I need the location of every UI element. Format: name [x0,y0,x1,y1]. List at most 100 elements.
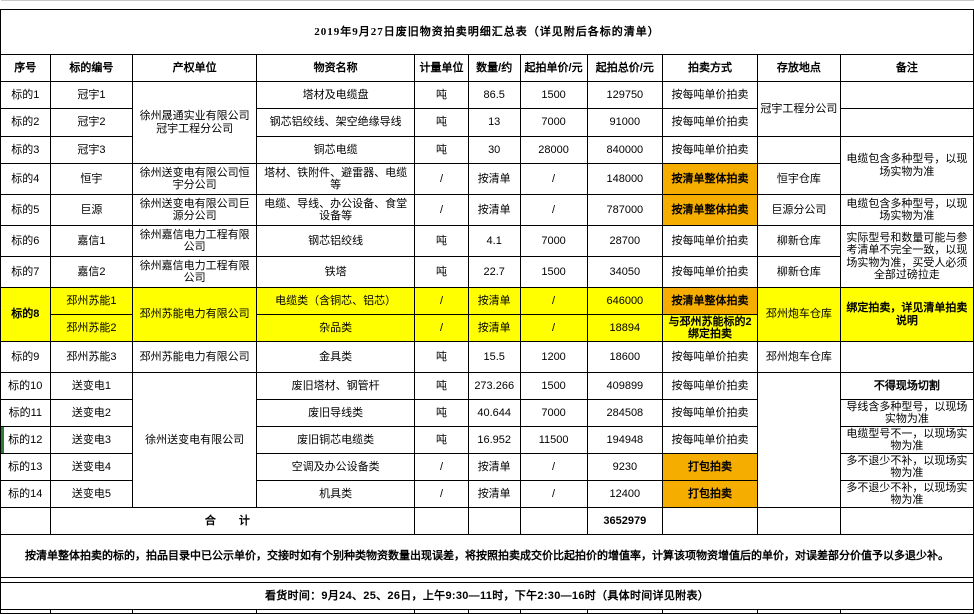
cell-unit-price[interactable]: / [519,194,588,226]
cell-unit-price[interactable]: / [519,287,588,315]
cell-total-price[interactable]: 194948 [586,426,664,454]
cell-unit-price[interactable]: / [519,163,588,195]
cell-unit-price[interactable]: 1500 [519,81,588,109]
table-row[interactable]: 标的9 邳州苏能3 邳州苏能电力有限公司 金具类 吨 15.5 1200 186… [0,341,974,373]
cell-code[interactable]: 邳州苏能1 [49,287,134,315]
cell-seq[interactable]: 标的3 [0,136,51,164]
cell-code[interactable]: 冠宇1 [49,81,134,109]
cell-owner[interactable]: 徐州送变电有限公司巨源分公司 [132,194,258,226]
cell-method[interactable]: 按每吨单价拍卖 [662,341,759,373]
cell-qty[interactable]: 按清单 [467,480,521,508]
cell-qty[interactable]: 按清单 [467,314,521,342]
cell-code[interactable]: 冠宇3 [49,136,134,164]
cell-remark[interactable]: 导线含多种型号，以现场实物为准 [839,399,974,427]
cell-unit[interactable]: 吨 [414,81,469,109]
table-row[interactable]: 邳州苏能2 杂品类 / 按清单 / 18894 与邳州苏能标的2绑定拍卖 [1,314,974,342]
cell-total-price[interactable]: 284508 [586,399,664,427]
cell-seq[interactable]: 标的6 [0,225,51,257]
cell-method[interactable]: 按每吨单价拍卖 [662,372,759,400]
cell-remark[interactable]: 实际型号和数量可能与参考清单不完全一致，以现场实物为准，买受人必须全部过磅拉走 [839,225,974,288]
cell-location[interactable]: 巨源分公司 [757,194,841,226]
table-row[interactable]: 标的13 送变电4 空调及办公设备类 / 按清单 / 9230 打包拍卖 多不退… [0,453,974,481]
cell-unit[interactable]: 吨 [414,136,469,164]
cell-seq[interactable]: 标的10 [0,372,51,400]
cell-qty[interactable]: 按清单 [467,453,521,481]
cell-qty[interactable]: 30 [467,136,521,164]
cell-method[interactable]: 打包拍卖 [662,453,759,481]
cell-qty[interactable]: 13 [467,108,521,137]
cell-total-price[interactable]: 18600 [586,341,664,373]
cell-owner[interactable]: 邳州苏能电力有限公司 [132,341,258,373]
cell-total-price[interactable]: 12400 [586,480,664,508]
cell-seq[interactable]: 标的13 [0,453,51,481]
cell-seq[interactable]: 标的4 [0,163,51,195]
cell-code[interactable]: 送变电1 [49,372,134,400]
cell-goods[interactable]: 钢芯铝绞线 [256,225,416,257]
cell-unit-price[interactable]: 7000 [519,225,588,257]
cell-location[interactable]: 邳州炮车仓库 [757,287,841,342]
cell-unit[interactable]: / [414,314,469,342]
cell-goods[interactable]: 电缆、导线、办公设备、食堂设备等 [256,194,416,226]
table-row[interactable]: 标的14 送变电5 机具类 / 按清单 / 12400 打包拍卖 多不退少不补，… [0,480,974,508]
cell-method[interactable]: 按每吨单价拍卖 [662,256,759,288]
cell-total-price[interactable]: 34050 [586,256,664,288]
cell-unit-price[interactable]: 1500 [519,256,588,288]
cell-goods[interactable]: 金具类 [256,341,416,373]
cell-code[interactable]: 巨源 [49,194,134,226]
cell-seq[interactable]: 标的9 [0,341,51,373]
cell-unit-price[interactable]: / [519,480,588,508]
cell-qty[interactable]: 40.644 [467,399,521,427]
cell-method[interactable]: 按每吨单价拍卖 [662,81,759,109]
cell-method[interactable]: 按每吨单价拍卖 [662,426,759,454]
cell-goods[interactable]: 钢芯铝绞线、架空绝缘导线 [256,108,416,137]
cell-goods[interactable]: 空调及办公设备类 [256,453,416,481]
cell-total-price[interactable]: 9230 [586,453,664,481]
cell-qty[interactable]: 按清单 [467,287,521,315]
total-amount[interactable]: 3652979 [586,507,664,535]
cell-remark[interactable] [839,108,974,137]
cell-qty[interactable]: 86.5 [467,81,521,109]
cell-total-price[interactable]: 646000 [586,287,664,315]
cell-goods[interactable]: 杂品类 [256,314,416,342]
cell-seq[interactable]: 标的2 [0,108,51,137]
cell-location[interactable]: 恒宇仓库 [757,163,841,195]
cell-location[interactable]: 冠宇工程分公司 [757,81,841,137]
cell-remark[interactable] [839,81,974,109]
cell-unit-price[interactable]: / [519,453,588,481]
cell-method[interactable]: 按清单整体拍卖 [662,287,759,315]
cell-total-price[interactable]: 129750 [586,81,664,109]
table-row[interactable]: 标的1 冠宇1 徐州晟通实业有限公司冠宇工程分公司 塔材及电缆盘 吨 86.5 … [0,81,974,164]
cell-code[interactable]: 送变电3 [49,426,134,454]
cell-unit-price[interactable]: 28000 [519,136,588,164]
cell-owner[interactable]: 徐州送变电有限公司 [132,372,258,508]
cell-method[interactable]: 按清单整体拍卖 [662,194,759,226]
cell-unit[interactable]: 吨 [414,399,469,427]
cell-unit[interactable]: 吨 [414,256,469,288]
cell-seq[interactable]: 标的14 [0,480,51,508]
cell-qty[interactable]: 22.7 [467,256,521,288]
cell-unit-price[interactable]: 11500 [519,426,588,454]
cell-code[interactable]: 邳州苏能2 [49,314,134,342]
cell-owner[interactable]: 邳州苏能电力有限公司 [132,287,258,342]
cell-goods[interactable]: 废旧导线类 [256,399,416,427]
cell-unit[interactable]: / [414,194,469,226]
cell-owner[interactable]: 徐州送变电有限公司恒宇分公司 [132,163,258,195]
cell-total-price[interactable]: 840000 [586,136,664,164]
table-row[interactable]: 标的5 巨源 徐州送变电有限公司巨源分公司 电缆、导线、办公设备、食堂设备等 /… [0,194,974,226]
cell-goods[interactable]: 塔材、铁附件、避雷器、电缆等 [256,163,416,195]
cell-method[interactable]: 按每吨单价拍卖 [662,399,759,427]
cell-method[interactable]: 按每吨单价拍卖 [662,108,759,137]
cell-remark[interactable]: 不得现场切割 [839,372,974,400]
cell-remark[interactable] [839,341,974,373]
cell-unit-price[interactable]: 7000 [519,108,588,137]
cell-goods[interactable]: 废旧塔材、钢管杆 [256,372,416,400]
cell-total-price[interactable]: 787000 [586,194,664,226]
cell-location[interactable]: 柳新仓库 [757,256,841,288]
cell-owner[interactable]: 徐州晟通实业有限公司冠宇工程分公司 [132,81,258,164]
cell-code[interactable]: 送变电4 [49,453,134,481]
table-row[interactable]: 标的4 恒宇 徐州送变电有限公司恒宇分公司 塔材、铁附件、避雷器、电缆等 / 按… [0,163,974,195]
cell-code[interactable]: 冠宇2 [49,108,134,137]
cell-goods[interactable]: 铁塔 [256,256,416,288]
cell-unit[interactable]: 吨 [414,108,469,137]
cell-unit[interactable]: 吨 [414,372,469,400]
